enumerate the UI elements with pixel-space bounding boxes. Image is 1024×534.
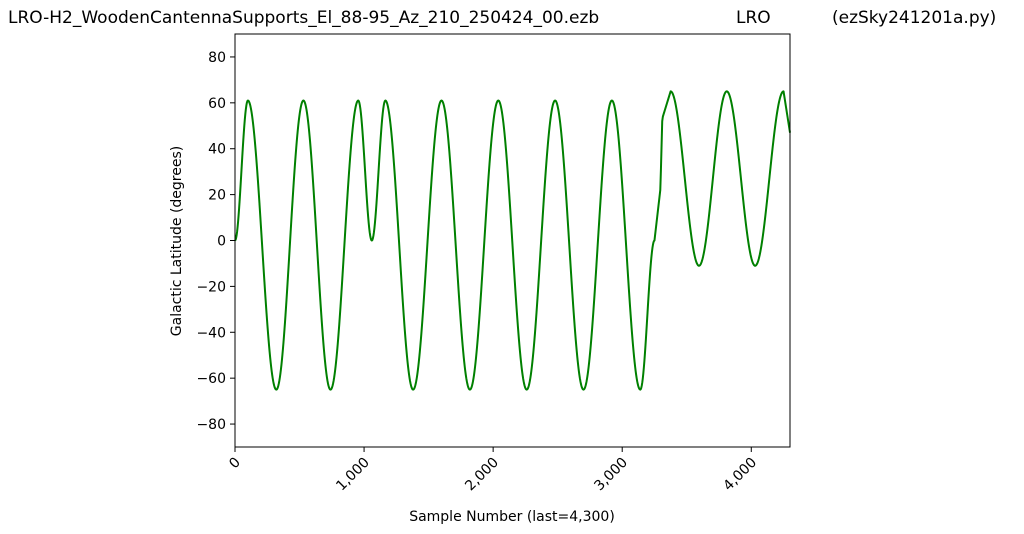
observatory-title: LRO — [736, 8, 771, 28]
series-line-0 — [234, 90, 791, 391]
y-tick-label: −60 — [196, 371, 226, 387]
y-tick-label: 20 — [208, 188, 226, 204]
x-tick-label: 3,000 — [591, 455, 631, 495]
y-tick-label: 0 — [217, 234, 226, 250]
y-tick-label: 60 — [208, 96, 226, 112]
x-tick-label: 1,000 — [333, 455, 373, 495]
y-tick-label: −20 — [196, 279, 226, 295]
script-title: (ezSky241201a.py) — [832, 8, 997, 28]
y-tick-label: 80 — [208, 50, 226, 66]
file-title: LRO-H2_WoodenCantennaSupports_El_88-95_A… — [8, 8, 600, 28]
x-axis-label: Sample Number (last=4,300) — [409, 509, 615, 525]
x-tick-label: 2,000 — [462, 455, 502, 495]
y-axis-label: Galactic Latitude (degrees) — [169, 146, 185, 336]
x-tick-label: 4,000 — [720, 455, 760, 495]
y-tick-label: −80 — [196, 417, 226, 433]
x-tick-label: 0 — [226, 455, 244, 473]
plot-area — [234, 33, 791, 448]
y-axis: −80 −60 −40 −20 0 20 40 60 80 — [196, 50, 235, 433]
y-tick-label: 40 — [208, 142, 226, 158]
x-axis: 0 1,000 2,000 3,000 4,000 — [226, 447, 760, 494]
y-tick-label: −40 — [196, 325, 226, 341]
